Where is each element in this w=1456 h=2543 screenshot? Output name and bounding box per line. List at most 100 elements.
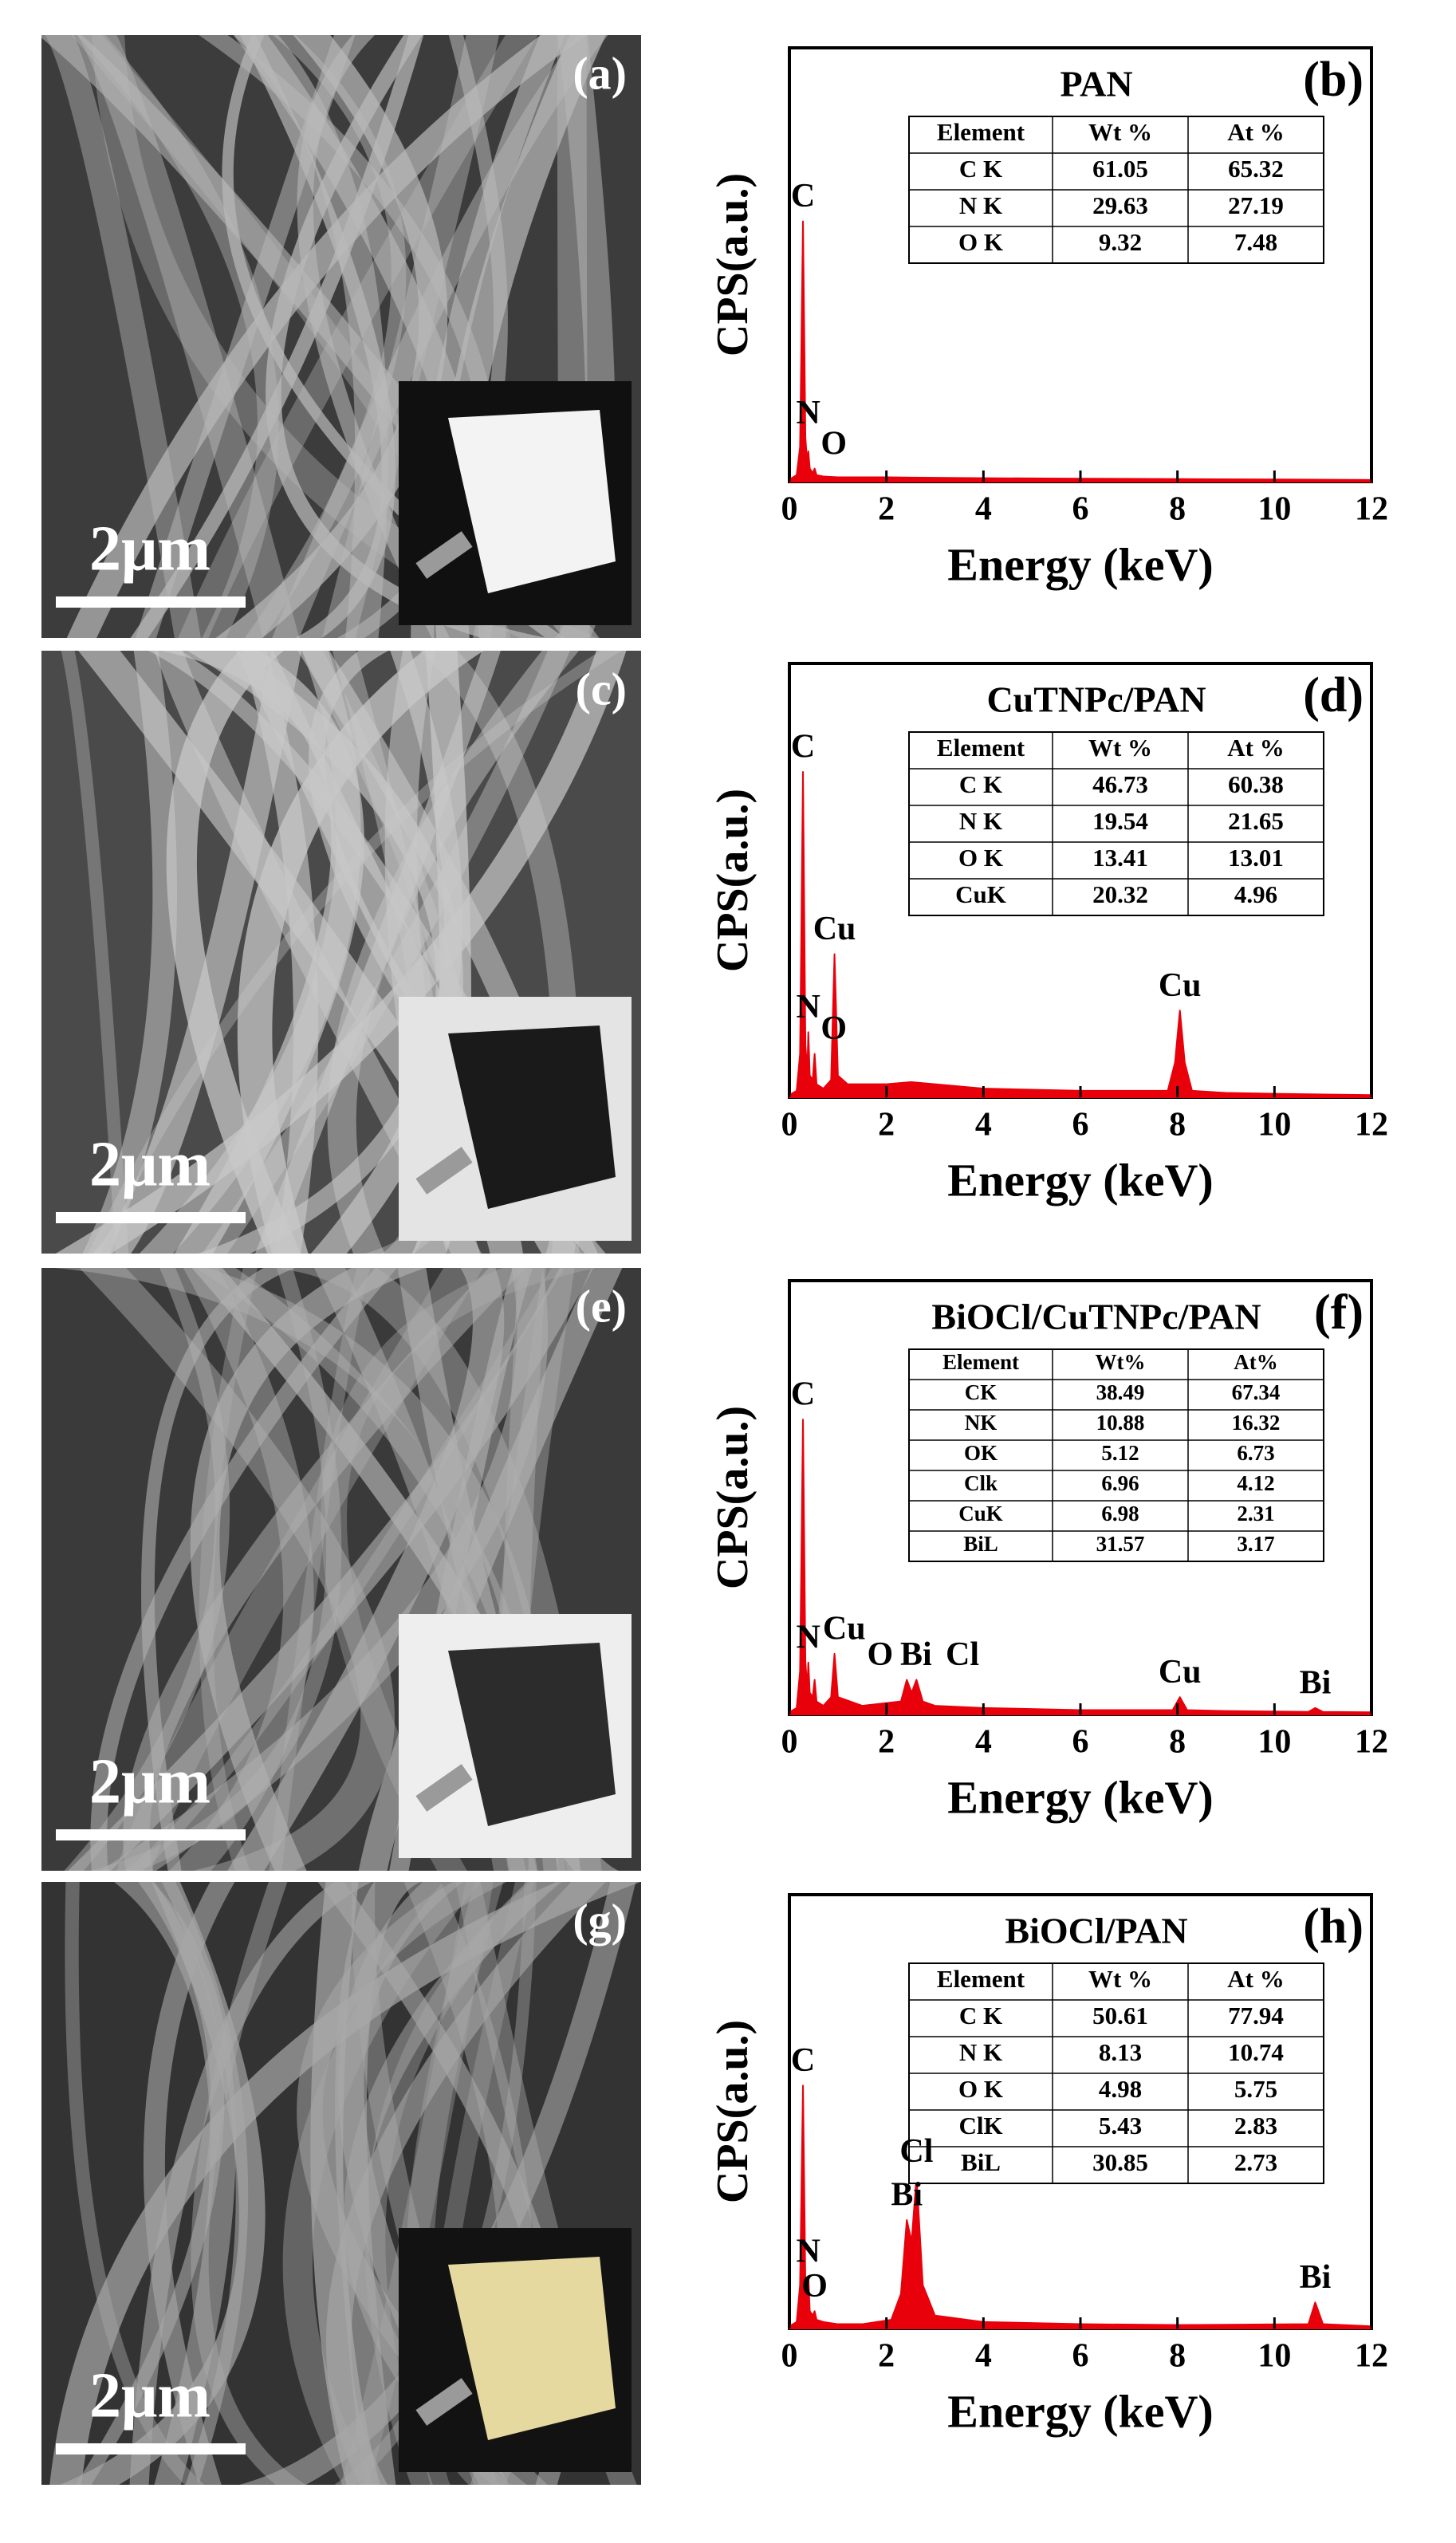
- fiber: [310, 1882, 380, 2485]
- table-cell: 4.12: [1237, 1471, 1274, 1495]
- table-cell: 9.32: [1099, 228, 1142, 256]
- scale-bar: [56, 596, 246, 608]
- x-tick-label: 0: [781, 1724, 798, 1761]
- table-cell: ClK: [958, 2112, 1002, 2140]
- peak-label: Cu: [1159, 967, 1202, 1004]
- x-tick-label: 8: [1169, 1107, 1186, 1144]
- table-frame: [908, 731, 1324, 916]
- table-cell: 77.94: [1228, 2002, 1284, 2029]
- table-cell: 50.61: [1092, 2002, 1148, 2029]
- fiber: [166, 651, 301, 1254]
- x-axis-label: Energy (keV): [947, 538, 1213, 590]
- chart-title: PAN: [1060, 64, 1132, 104]
- table-header: Element: [937, 118, 1025, 146]
- eds-chart: 0 2 4 6 8 10 12 Energy (keV) CPS(a.u.) PAN (b) Elem…: [708, 46, 1388, 590]
- table-cell: 2.31: [1237, 1502, 1274, 1525]
- table-cell: 61.05: [1092, 155, 1148, 183]
- peak-label: Cu: [813, 911, 856, 947]
- table-frame: [908, 1348, 1324, 1562]
- x-axis-label: Energy (keV): [947, 2385, 1213, 2437]
- fiber: [202, 651, 570, 1254]
- table-header: At%: [1234, 1350, 1278, 1374]
- fiber: [297, 35, 451, 638]
- x-tick-label: 10: [1257, 1107, 1291, 1144]
- table-cell: 6.98: [1101, 1502, 1139, 1525]
- sem-image: [41, 35, 641, 638]
- table-cell: O K: [958, 844, 1003, 872]
- fiber: [215, 35, 448, 638]
- peak-label: N: [797, 989, 820, 1025]
- table-cell: 30.85: [1092, 2148, 1148, 2176]
- fiber: [65, 1882, 205, 2485]
- table-cell: 29.63: [1092, 191, 1148, 219]
- peak-label: O: [820, 1010, 847, 1047]
- spectrum: [789, 1419, 1372, 1715]
- peak-label: Cl: [899, 2133, 933, 2170]
- panel-label: (g): [573, 1894, 627, 1946]
- fiber: [227, 1268, 505, 1871]
- y-axis-label: CPS(a.u.): [708, 173, 758, 356]
- inset-clip: [415, 531, 473, 579]
- panel-label: (a): [573, 47, 627, 99]
- table-cell: 65.32: [1228, 155, 1284, 183]
- fiber: [90, 1268, 397, 1871]
- table-cell: C K: [959, 2002, 1002, 2029]
- fiber: [45, 35, 201, 638]
- fiber: [92, 651, 302, 1254]
- sem-panel: (a) 2μm: [41, 35, 641, 638]
- table-cell: 13.01: [1228, 844, 1284, 872]
- table-cell: N K: [959, 191, 1002, 219]
- table-cell: C K: [959, 770, 1002, 798]
- peak-label: N: [797, 1619, 820, 1655]
- table-header: Element: [937, 1965, 1025, 1993]
- x-tick-label: 8: [1169, 2338, 1186, 2375]
- table-cell: 10.88: [1096, 1411, 1145, 1435]
- scale-bar-label: 2μm: [89, 514, 211, 584]
- table-header: Wt%: [1096, 1350, 1146, 1374]
- panel-label: (h): [1303, 1899, 1364, 1954]
- fiber: [113, 1882, 236, 2485]
- fiber: [190, 1268, 426, 1871]
- eds-chart: 0 2 4 6 8 10 12 Energy (keV) CPS(a.u.) BiOCl/CuTN…: [708, 1279, 1388, 1823]
- x-tick-label: 8: [1169, 1724, 1186, 1761]
- x-tick-label: 12: [1355, 491, 1388, 528]
- table-cell: N K: [959, 2038, 1002, 2066]
- peak-label: C: [791, 1376, 815, 1413]
- table-cell: 5.75: [1234, 2075, 1277, 2103]
- x-tick-label: 4: [975, 1107, 992, 1144]
- inset-clip: [415, 2378, 473, 2426]
- x-tick-label: 6: [1072, 2338, 1089, 2375]
- sem-image: [41, 1268, 641, 1871]
- spectrum: [789, 220, 1372, 482]
- x-tick-label: 0: [781, 2338, 798, 2375]
- inset-sample: [448, 1643, 616, 1826]
- table-cell: 10.74: [1228, 2038, 1284, 2066]
- inset-clip: [415, 1764, 473, 1812]
- peak-label: O: [820, 425, 847, 462]
- x-tick-label: 4: [975, 491, 992, 528]
- table-cell: 38.49: [1096, 1380, 1145, 1404]
- table-cell: BiL: [961, 2148, 1001, 2176]
- inset-sample: [448, 410, 616, 593]
- peak-label: Bi: [900, 1636, 932, 1673]
- x-tick-label: 12: [1355, 1107, 1388, 1144]
- fiber: [49, 1882, 641, 2485]
- y-axis-label: CPS(a.u.): [708, 2020, 758, 2203]
- table-cell: 60.38: [1228, 770, 1284, 798]
- table-cell: 19.54: [1092, 807, 1148, 835]
- scale-bar: [56, 1829, 246, 1840]
- x-tick-label: 2: [878, 2338, 895, 2375]
- x-tick-label: 4: [975, 1724, 992, 1761]
- peak-label: O: [801, 2268, 828, 2305]
- table-cell: 2.73: [1234, 2148, 1277, 2176]
- x-tick-label: 6: [1072, 491, 1089, 528]
- table-cell: CuK: [955, 880, 1006, 908]
- peak-label: N: [797, 395, 820, 431]
- x-tick-label: 10: [1257, 1724, 1291, 1761]
- peak-label: Cu: [823, 1610, 866, 1647]
- panel-label: (c): [576, 663, 627, 714]
- table-cell: O K: [958, 2075, 1003, 2103]
- table-cell: BiL: [963, 1532, 998, 1556]
